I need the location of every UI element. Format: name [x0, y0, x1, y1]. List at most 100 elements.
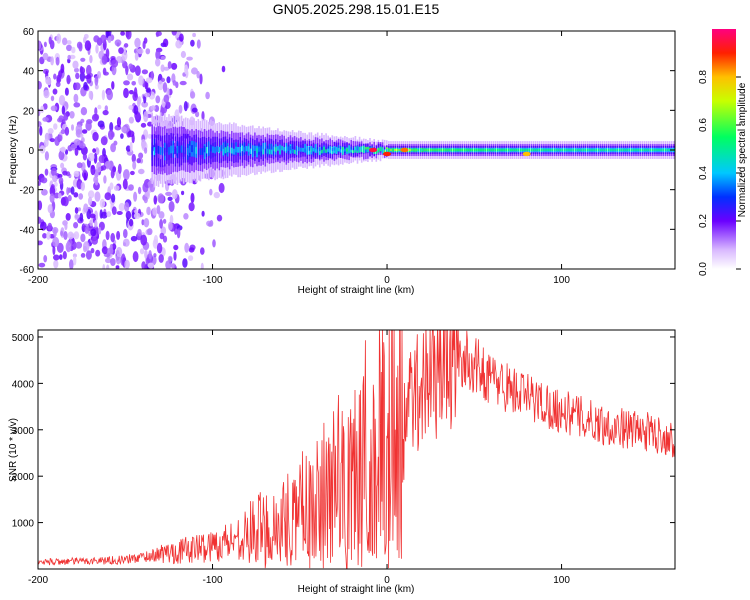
band-cell [664, 149, 667, 151]
noise-blob [118, 202, 125, 212]
band-cell [668, 149, 671, 151]
noise-blob [45, 75, 50, 85]
noise-blob [74, 67, 79, 73]
band-cell [417, 149, 419, 151]
noise-blob [43, 255, 48, 263]
noise-blob [40, 105, 45, 114]
band-cell [369, 146, 371, 157]
noise-blob [100, 165, 107, 171]
band-cell [505, 149, 507, 151]
noise-blob [146, 206, 151, 216]
noise-blob [134, 37, 141, 48]
band-cell [568, 149, 570, 151]
figure-title: GN05.2025.298.15.01.E15 [273, 1, 440, 17]
noise-blob [38, 262, 46, 268]
noise-blob [143, 37, 148, 44]
noise-blob [133, 212, 141, 219]
band-cell [214, 147, 216, 154]
band-cell [342, 146, 344, 150]
band-cell [314, 149, 317, 153]
noise-blob [209, 188, 213, 196]
noise-blob [109, 122, 114, 132]
band-cell [235, 146, 237, 153]
noise-blob [52, 236, 60, 248]
noise-blob [81, 129, 88, 134]
noise-blob [141, 138, 146, 149]
band-cell [237, 147, 239, 153]
noise-blob [69, 259, 74, 269]
noise-blob [159, 232, 165, 240]
band-cell [413, 149, 415, 151]
band-cell [394, 149, 396, 151]
noise-blob [132, 160, 137, 170]
noise-blob [132, 251, 139, 263]
spectrogram-panel: -200 -100 0 100 60 40 20 0 -20 -40 -60 Height of … [8, 27, 676, 296]
band-cell [392, 149, 394, 151]
noise-blob [97, 104, 102, 110]
noise-blob [218, 182, 225, 194]
band-cell [365, 146, 367, 153]
noise-blob [131, 81, 136, 86]
noise-blob [73, 231, 80, 240]
band-cell [396, 149, 399, 151]
noise-blob [165, 260, 172, 269]
noise-blob [165, 191, 173, 196]
noise-blob [47, 128, 54, 134]
band-cell [327, 148, 329, 152]
noise-blob [78, 193, 84, 200]
noise-blob [62, 251, 67, 260]
band-cell [312, 147, 315, 152]
noise-blob [79, 212, 84, 222]
x-tick-label: 100 [553, 575, 570, 586]
noise-blob [79, 67, 86, 75]
band-cell [536, 149, 539, 151]
noise-blob [122, 178, 128, 190]
band-cell [245, 145, 248, 152]
noise-blob [137, 48, 144, 55]
noise-blob [62, 196, 69, 207]
noise-blob [38, 240, 43, 246]
band-cell [367, 146, 369, 150]
noise-blob [130, 170, 135, 176]
band-cell [187, 147, 189, 155]
band-cell [262, 143, 264, 155]
band-cell [511, 149, 514, 151]
noise-blob [111, 206, 117, 216]
noise-blob [84, 40, 92, 51]
band-cell [526, 149, 528, 151]
x-tick-label: 100 [553, 275, 570, 286]
band-cell [461, 149, 463, 151]
noise-blob [47, 222, 53, 231]
band-cell [321, 149, 323, 154]
noise-blob [163, 66, 170, 71]
y-tick-label: -40 [20, 225, 35, 236]
noise-blob [44, 168, 49, 176]
band-cell [656, 149, 658, 151]
noise-blob [67, 54, 71, 60]
noise-blob [38, 80, 42, 90]
band-cell [444, 149, 447, 151]
band-cell [170, 145, 172, 154]
band-cell [153, 147, 156, 155]
noise-blob [88, 190, 95, 199]
band-cell [499, 149, 501, 151]
band-cell [218, 146, 221, 154]
noise-blob [64, 149, 69, 155]
noise-blob [123, 228, 128, 239]
band-cell [339, 149, 342, 153]
noise-blob [155, 58, 161, 67]
peak-mark [400, 147, 409, 153]
band-cell [226, 146, 229, 153]
band-cell [471, 149, 474, 151]
band-cell [517, 149, 520, 151]
noise-blob [54, 181, 58, 187]
noise-blob [98, 155, 106, 164]
noise-blob [60, 230, 64, 237]
band-cell [532, 149, 535, 151]
band-cell [352, 150, 355, 153]
y-tick-label: 4000 [12, 379, 35, 390]
noise-blob [200, 247, 205, 255]
band-cell [641, 149, 644, 151]
band-cell [666, 149, 669, 151]
band-cell [319, 147, 321, 152]
